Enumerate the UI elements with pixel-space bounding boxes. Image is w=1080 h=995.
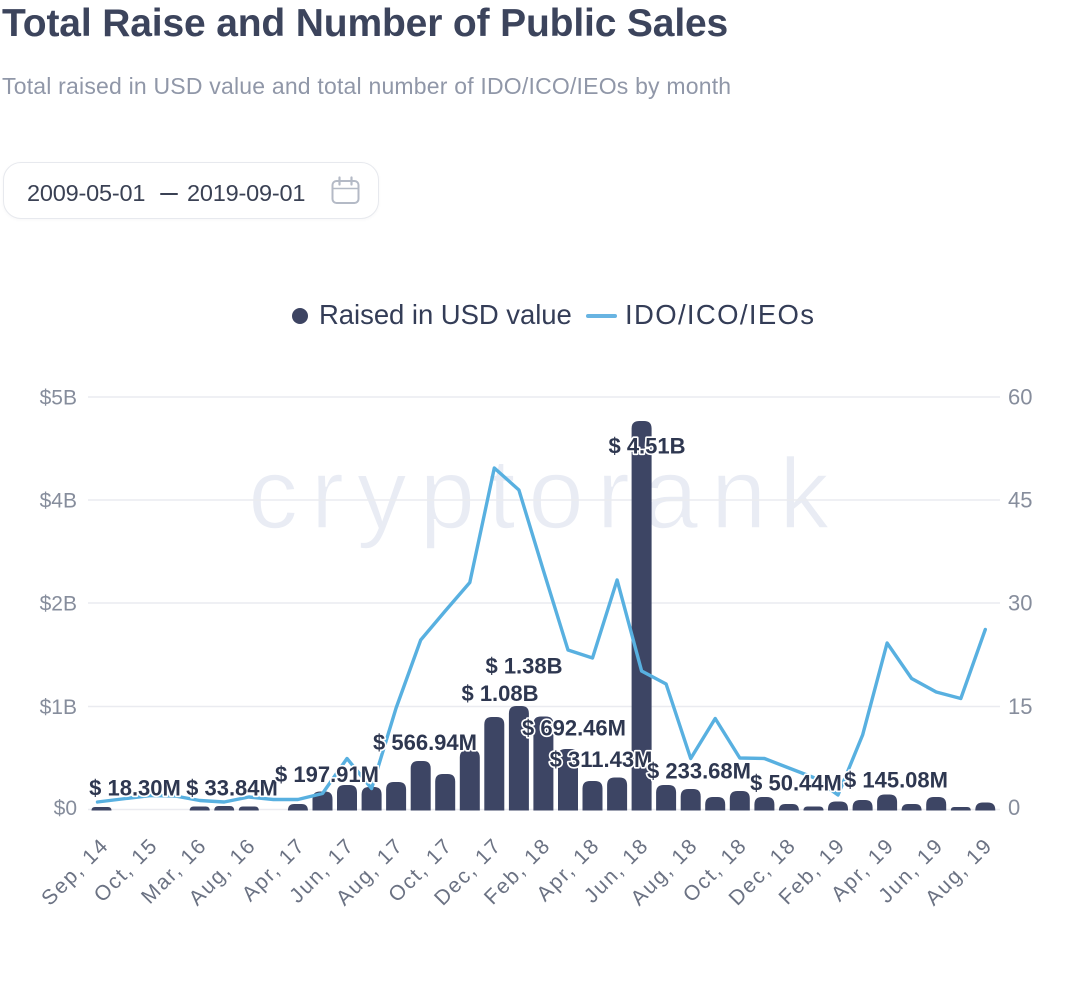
svg-text:$ 4.51B: $ 4.51B: [608, 433, 685, 458]
svg-text:15: 15: [1008, 694, 1032, 719]
svg-text:$1B: $1B: [40, 696, 77, 719]
svg-text:$ 1.38B: $ 1.38B: [485, 654, 562, 679]
svg-text:$5B: $5B: [40, 387, 77, 410]
svg-text:$ 18.30M: $ 18.30M: [89, 776, 181, 801]
svg-text:$ 50.44M: $ 50.44M: [750, 771, 842, 796]
svg-text:$ 233.68M: $ 233.68M: [647, 759, 751, 784]
svg-text:$ 311.43M: $ 311.43M: [550, 747, 653, 772]
svg-text:$2B: $2B: [40, 593, 77, 616]
svg-text:0: 0: [1008, 795, 1020, 820]
svg-text:$ 197.91M: $ 197.91M: [275, 762, 379, 787]
svg-text:30: 30: [1008, 591, 1032, 616]
svg-text:$0: $0: [54, 797, 77, 820]
svg-text:$ 1.08B: $ 1.08B: [461, 681, 538, 706]
svg-text:cryptorank: cryptorank: [248, 438, 842, 550]
svg-text:$ 145.08M: $ 145.08M: [844, 768, 948, 793]
svg-text:$ 566.94M: $ 566.94M: [373, 730, 477, 755]
svg-text:60: 60: [1008, 385, 1032, 410]
svg-text:45: 45: [1008, 488, 1032, 513]
svg-text:$ 692.46M: $ 692.46M: [522, 716, 626, 741]
svg-text:$ 33.84M: $ 33.84M: [186, 776, 278, 801]
svg-text:$4B: $4B: [40, 490, 77, 513]
